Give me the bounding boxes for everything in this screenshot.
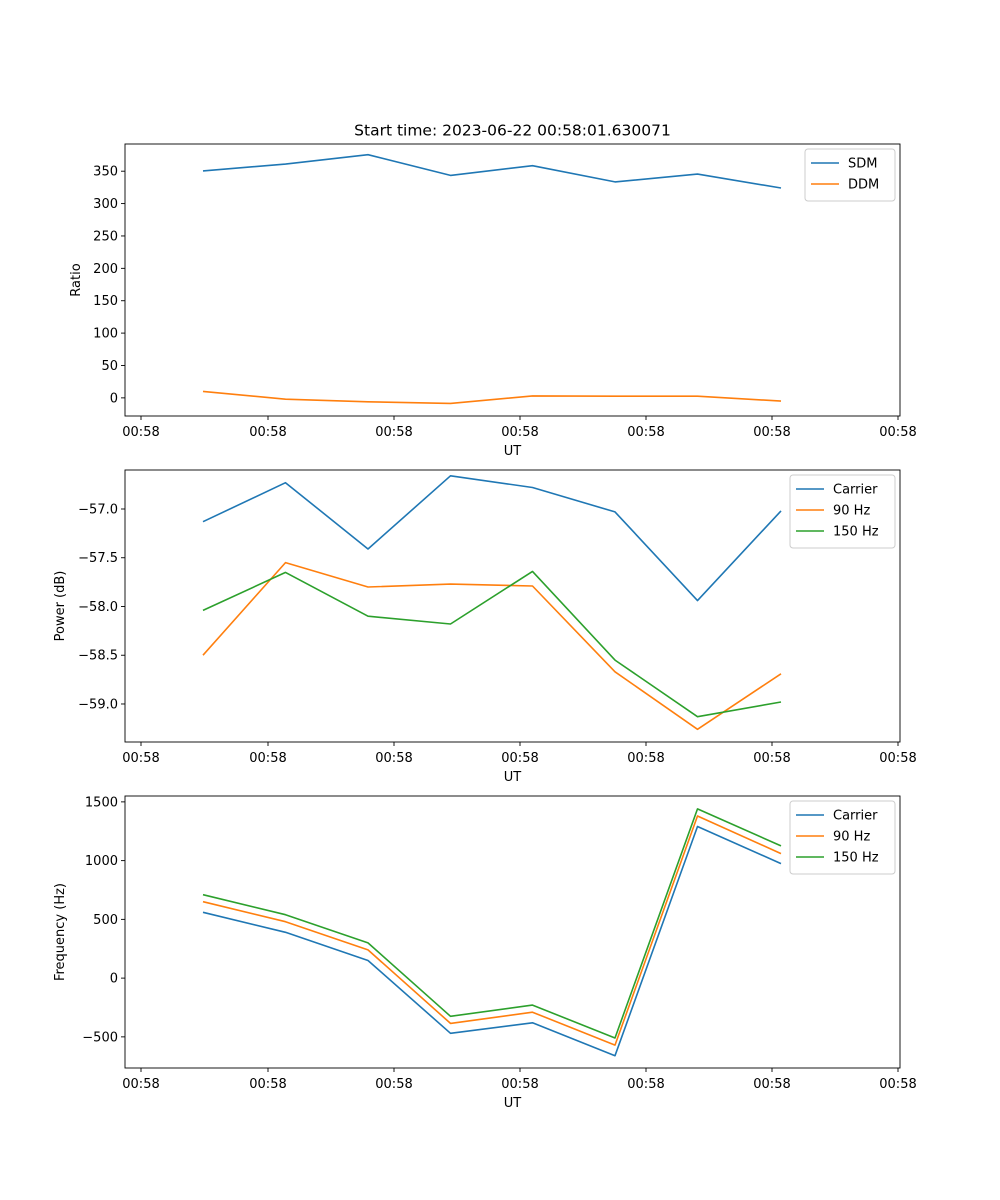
x-tick-label: 00:58 — [375, 1077, 412, 1092]
x-axis-label: UT — [504, 770, 522, 785]
y-axis-label: Power (dB) — [53, 571, 68, 642]
legend-box — [789, 474, 896, 549]
legend-label: DDM — [848, 178, 879, 193]
axes-frame — [124, 795, 901, 1069]
axes-frame — [124, 469, 901, 743]
y-tick-label: 500 — [93, 913, 118, 928]
x-tick-label: 00:58 — [122, 425, 159, 440]
chart-panel-1: 00:58 00:58 00:58 00:58 00:58 00:58 00:58 0 50 10… — [69, 143, 917, 459]
x-tick-label: 00:58 — [501, 751, 538, 766]
y-tick-label: 150 — [93, 294, 118, 309]
axes-frame — [124, 143, 901, 417]
x-tick-label: 00:58 — [122, 1077, 159, 1092]
y-axis-label: Frequency (Hz) — [53, 883, 68, 981]
series-line-150-hz — [202, 570, 782, 718]
legend: Carrier 90 Hz 150 Hz — [789, 474, 896, 549]
legend-label: Carrier — [833, 483, 878, 498]
y-tick-label: 1000 — [85, 854, 118, 869]
legend-label: 90 Hz — [833, 830, 870, 845]
x-axis-label: UT — [504, 1096, 522, 1111]
x-tick-label: 00:58 — [375, 425, 412, 440]
x-tick-label: 00:58 — [375, 751, 412, 766]
chart-panel-3: 00:58 00:58 00:58 00:58 00:58 00:58 00:58 −500 0… — [53, 795, 917, 1111]
legend-label: 150 Hz — [833, 525, 879, 540]
x-tick-label: 00:58 — [627, 751, 664, 766]
legend-label: 150 Hz — [833, 851, 879, 866]
x-tick-label: 00:58 — [627, 425, 664, 440]
x-tick-label: 00:58 — [249, 751, 286, 766]
legend: Carrier 90 Hz 150 Hz — [789, 800, 896, 875]
legend: SDM DDM — [804, 148, 896, 202]
y-tick-label: 300 — [93, 197, 118, 212]
y-tick-label: 350 — [93, 165, 118, 180]
y-tick-label: −58.5 — [78, 649, 118, 664]
legend-label: Carrier — [833, 809, 878, 824]
x-axis-label: UT — [504, 444, 522, 459]
y-tick-label: −58.0 — [78, 600, 118, 615]
x-tick-label: 00:58 — [879, 751, 916, 766]
x-tick-label: 00:58 — [879, 425, 916, 440]
chart-panel-2: 00:58 00:58 00:58 00:58 00:58 00:58 00:58 −59.0… — [53, 469, 917, 785]
x-tick-label: 00:58 — [627, 1077, 664, 1092]
x-tick-label: 00:58 — [753, 751, 790, 766]
y-axis-label: Ratio — [69, 263, 84, 296]
y-tick-label: −500 — [82, 1030, 118, 1045]
legend-label: 90 Hz — [833, 504, 870, 519]
y-tick-label: 100 — [93, 327, 118, 342]
x-tick-label: 00:58 — [501, 1077, 538, 1092]
legend-box — [804, 148, 896, 202]
y-tick-label: −57.5 — [78, 551, 118, 566]
y-tick-label: 1500 — [85, 795, 118, 810]
x-tick-label: 00:58 — [122, 751, 159, 766]
x-tick-label: 00:58 — [501, 425, 538, 440]
series-line-carrier — [202, 825, 782, 1057]
series-line-150-hz — [202, 808, 782, 1039]
y-tick-label: 0 — [110, 391, 118, 406]
y-tick-label: 200 — [93, 262, 118, 277]
series-line-ddm — [202, 390, 782, 405]
x-tick-label: 00:58 — [249, 425, 286, 440]
series-line-90-hz — [202, 815, 782, 1046]
series-line-carrier — [202, 474, 782, 602]
x-tick-label: 00:58 — [753, 1077, 790, 1092]
legend-box — [789, 800, 896, 875]
y-tick-label: 250 — [93, 229, 118, 244]
series-line-sdm — [202, 153, 782, 189]
series-line-90-hz — [202, 561, 782, 731]
y-tick-label: −57.0 — [78, 502, 118, 517]
y-tick-label: 50 — [101, 359, 118, 374]
legend-label: SDM — [848, 157, 877, 172]
x-tick-label: 00:58 — [249, 1077, 286, 1092]
figure-title: Start time: 2023-06-22 00:58:01.630071 — [354, 122, 671, 140]
x-tick-label: 00:58 — [753, 425, 790, 440]
y-tick-label: 0 — [110, 972, 118, 987]
x-tick-label: 00:58 — [879, 1077, 916, 1092]
y-tick-label: −59.0 — [78, 697, 118, 712]
